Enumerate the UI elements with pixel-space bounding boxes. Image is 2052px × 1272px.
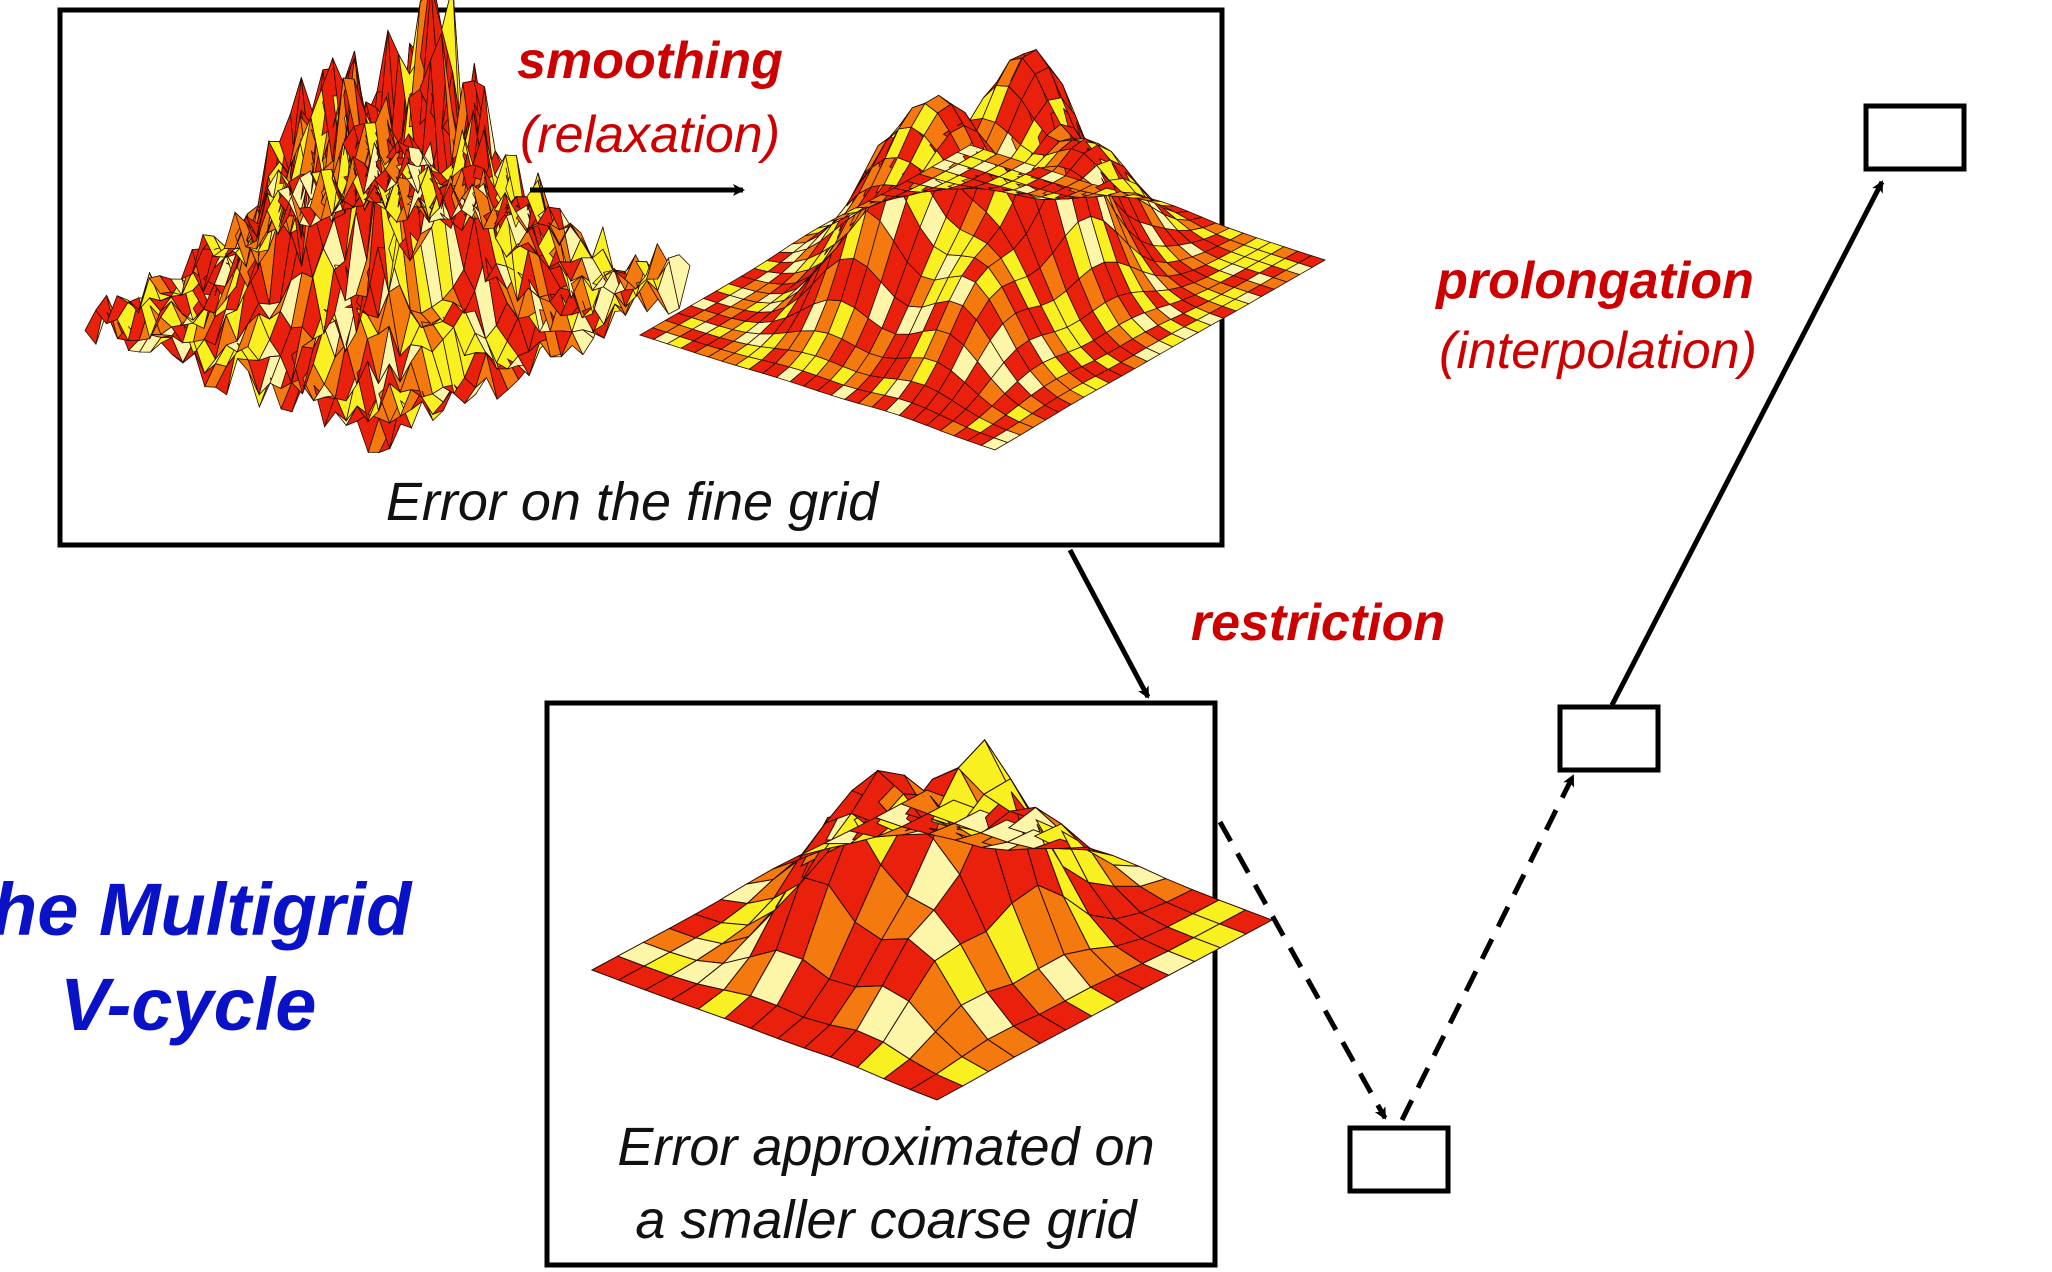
coarse-grid-caption-line2: a smaller coarse grid	[635, 1190, 1138, 1250]
smoothing-label: smoothing	[517, 32, 783, 90]
coarse-grid-caption-line1: Error approximated on	[617, 1117, 1154, 1177]
restriction-arrow	[1067, 548, 1151, 699]
vcycle-node-fine	[1863, 103, 1967, 172]
noisy-error-surface	[84, 0, 691, 454]
vcycle-node-coarse	[1347, 1125, 1451, 1194]
title-line1: he Multigrid	[0, 868, 413, 951]
interpolation-label: (interpolation)	[1439, 322, 1757, 380]
vcycle-node-medium	[1557, 704, 1661, 773]
relaxation-label: (relaxation)	[520, 106, 780, 164]
surface-cell	[667, 254, 691, 309]
prolongation-arrow	[1609, 180, 1885, 707]
vcycle-ascent-dashed	[1399, 774, 1576, 1122]
title-line2: V-cycle	[60, 963, 316, 1046]
prolongation-label: prolongation	[1434, 252, 1754, 310]
restriction-label: restriction	[1191, 594, 1445, 652]
fine-grid-caption: Error on the fine grid	[386, 472, 880, 532]
surface-cell	[1297, 255, 1326, 268]
coarse-error-surface	[590, 739, 1274, 1101]
smoothed-error-surface	[639, 49, 1326, 451]
vcycle-descent-dashed	[1217, 820, 1388, 1120]
